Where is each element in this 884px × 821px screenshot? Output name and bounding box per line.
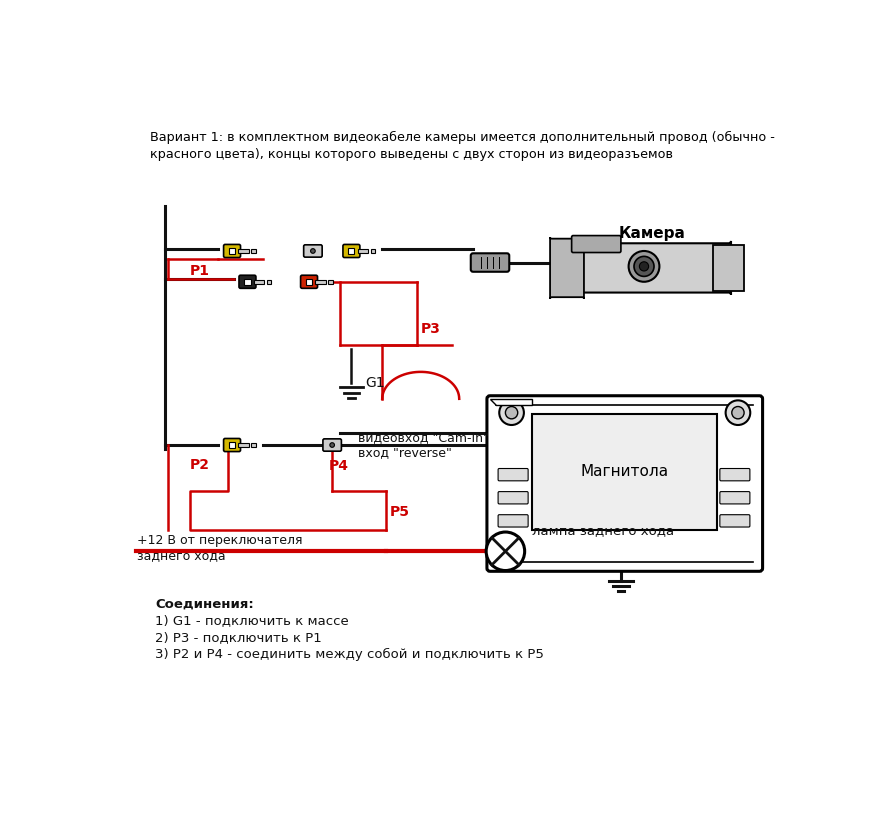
FancyBboxPatch shape xyxy=(239,275,256,288)
Text: Магнитола: Магнитола xyxy=(581,465,669,479)
Text: Р4: Р4 xyxy=(328,459,348,473)
FancyBboxPatch shape xyxy=(498,515,528,527)
Circle shape xyxy=(310,249,316,254)
Bar xyxy=(306,278,312,285)
Circle shape xyxy=(726,401,751,425)
Bar xyxy=(348,248,354,254)
FancyBboxPatch shape xyxy=(720,469,750,481)
Text: лампа заднего хода: лампа заднего хода xyxy=(532,525,674,538)
Bar xyxy=(251,249,256,253)
Text: Соединения:: Соединения: xyxy=(155,598,254,611)
Text: Р2: Р2 xyxy=(190,458,210,472)
Text: 1) G1 - подключить к массе: 1) G1 - подключить к массе xyxy=(155,614,349,627)
Bar xyxy=(251,443,256,447)
Bar xyxy=(229,248,235,254)
FancyBboxPatch shape xyxy=(498,492,528,504)
Text: 2) Р3 - подключить к Р1: 2) Р3 - подключить к Р1 xyxy=(155,631,322,644)
FancyBboxPatch shape xyxy=(224,438,240,452)
Text: Р1: Р1 xyxy=(190,264,210,278)
Text: вход "reverse": вход "reverse" xyxy=(357,447,452,459)
Bar xyxy=(229,442,235,448)
Circle shape xyxy=(629,251,659,282)
Text: заднего хода: заднего хода xyxy=(137,549,226,562)
Circle shape xyxy=(634,256,654,277)
FancyBboxPatch shape xyxy=(343,245,360,258)
Circle shape xyxy=(330,443,334,447)
FancyBboxPatch shape xyxy=(720,492,750,504)
Circle shape xyxy=(506,406,518,419)
FancyBboxPatch shape xyxy=(720,515,750,527)
Bar xyxy=(370,249,376,253)
Text: 3) Р2 и Р4 - соединить между собой и подключить к Р5: 3) Р2 и Р4 - соединить между собой и под… xyxy=(155,649,544,662)
Bar xyxy=(532,415,717,530)
FancyBboxPatch shape xyxy=(224,245,240,258)
Circle shape xyxy=(639,262,649,271)
Text: G1: G1 xyxy=(365,376,385,391)
FancyBboxPatch shape xyxy=(573,241,731,295)
Text: видеовход "Cam-In": видеовход "Cam-In" xyxy=(357,431,489,444)
FancyBboxPatch shape xyxy=(323,439,341,452)
Bar xyxy=(254,280,264,284)
Bar xyxy=(328,280,333,284)
Circle shape xyxy=(499,401,524,425)
Bar xyxy=(357,249,369,253)
Text: Вариант 1: в комплектном видеокабеле камеры имеется дополнительный провод (обычн: Вариант 1: в комплектном видеокабеле кам… xyxy=(149,131,774,161)
Text: Р3: Р3 xyxy=(421,322,440,336)
FancyBboxPatch shape xyxy=(498,469,528,481)
Text: Камера: Камера xyxy=(618,226,685,241)
Bar xyxy=(316,280,326,284)
FancyBboxPatch shape xyxy=(471,254,509,272)
Bar xyxy=(238,249,249,253)
Bar xyxy=(244,278,250,285)
Bar xyxy=(267,280,271,284)
Circle shape xyxy=(486,532,525,571)
FancyBboxPatch shape xyxy=(550,237,584,299)
Polygon shape xyxy=(490,399,532,405)
FancyBboxPatch shape xyxy=(572,236,621,253)
FancyBboxPatch shape xyxy=(301,275,317,288)
Bar xyxy=(238,443,249,447)
FancyBboxPatch shape xyxy=(304,245,322,257)
Text: +12 В от переключателя: +12 В от переключателя xyxy=(137,534,303,547)
FancyBboxPatch shape xyxy=(487,396,763,571)
Bar xyxy=(713,245,744,291)
Circle shape xyxy=(732,406,744,419)
Text: Р5: Р5 xyxy=(390,505,410,519)
